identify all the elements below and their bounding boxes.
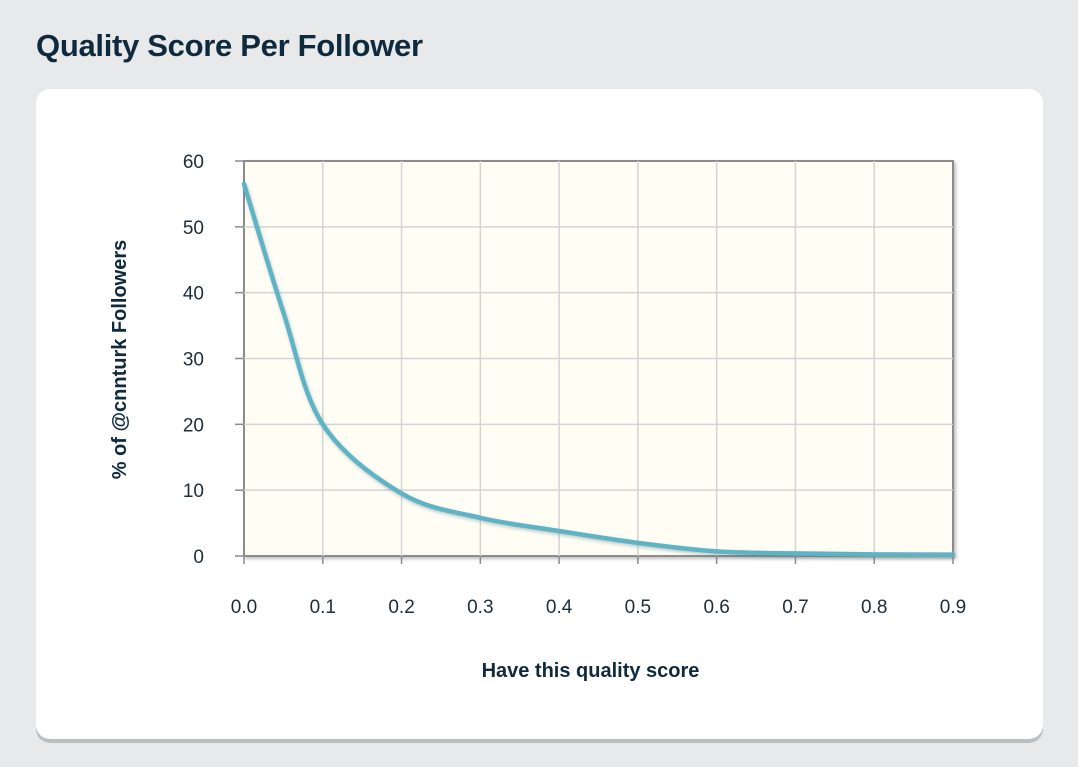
y-tick-labels: 0 10 20 30 40 50 60 xyxy=(183,152,204,568)
y-tick-label: 10 xyxy=(183,481,204,502)
chart-card: 0.0 0.1 0.2 0.3 0.4 0.5 0.6 0.7 0.8 0.9 0 10 20 30 40… xyxy=(36,89,1043,739)
x-tick-label: 0.8 xyxy=(861,597,887,618)
grid-lines xyxy=(244,161,953,556)
y-tick-label: 30 xyxy=(183,350,204,371)
page-title: Quality Score Per Follower xyxy=(36,28,423,63)
y-tick-label: 60 xyxy=(183,152,204,173)
y-tick-label: 20 xyxy=(183,415,204,436)
x-tick-label: 0.9 xyxy=(940,597,966,618)
line-chart: 0.0 0.1 0.2 0.3 0.4 0.5 0.6 0.7 0.8 0.9 0 10 20 30 40… xyxy=(109,152,966,682)
x-tick-label: 0.5 xyxy=(625,597,651,618)
y-tick-label: 0 xyxy=(193,547,204,568)
x-tick-label: 0.6 xyxy=(703,597,729,618)
x-tick-label: 0.3 xyxy=(467,597,493,618)
x-tick-label: 0.4 xyxy=(546,597,573,618)
x-tick-labels: 0.0 0.1 0.2 0.3 0.4 0.5 0.6 0.7 0.8 0.9 xyxy=(231,597,966,618)
x-tick-label: 0.1 xyxy=(310,597,336,618)
axes xyxy=(235,160,954,564)
series-line xyxy=(241,181,956,557)
x-tick-label: 0.2 xyxy=(388,597,414,618)
y-axis-title: % of @cnnturk Followers xyxy=(109,240,131,480)
x-tick-label: 0.7 xyxy=(782,597,808,618)
x-axis-title: Have this quality score xyxy=(482,660,700,682)
x-tick-label: 0.0 xyxy=(231,597,257,618)
y-tick-label: 50 xyxy=(183,218,204,239)
y-tick-label: 40 xyxy=(183,284,204,305)
